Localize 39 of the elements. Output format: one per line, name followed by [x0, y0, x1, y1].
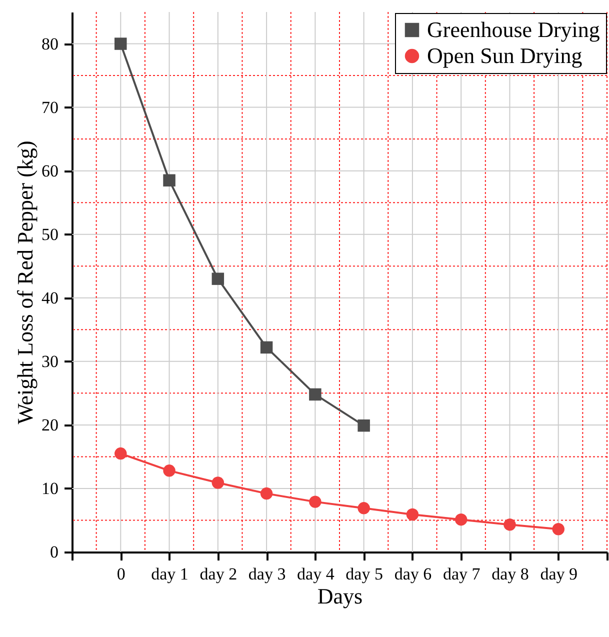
point — [163, 174, 176, 186]
point — [163, 464, 176, 477]
legend-label: Open Sun Drying — [427, 43, 582, 68]
y-tick-label: 20 — [42, 415, 58, 434]
y-tick-label: 80 — [42, 34, 58, 54]
x-tick-label: day 4 — [297, 564, 335, 584]
point — [309, 496, 322, 508]
point — [309, 388, 322, 401]
x-tick-label: day 8 — [492, 564, 529, 584]
legend-label: Greenhouse Drying — [427, 17, 600, 42]
y-tick-label: 50 — [42, 224, 58, 244]
point — [114, 38, 127, 50]
y-tick-label: 30 — [42, 352, 58, 371]
y-tick-label: 10 — [42, 478, 58, 498]
point — [358, 502, 370, 514]
x-tick-label: day 9 — [540, 564, 578, 584]
y-tick-label: 60 — [42, 161, 58, 180]
point — [212, 272, 224, 285]
y-axis-title: Weight Loss of Red Pepper (kg) — [12, 140, 38, 424]
x-tick-label: day 2 — [200, 564, 238, 584]
point — [114, 447, 127, 460]
x-axis-title: Days — [317, 584, 363, 608]
x-tick-label: day 1 — [151, 564, 188, 584]
point — [358, 419, 370, 432]
x-tick-label: 0 — [116, 564, 126, 584]
point — [260, 487, 273, 500]
x-tick-label: day 3 — [248, 564, 286, 584]
point — [212, 476, 224, 489]
point — [406, 508, 419, 521]
point — [504, 518, 516, 531]
point — [454, 513, 468, 526]
y-tick-label: 40 — [42, 288, 58, 308]
x-tick-label: day 5 — [346, 564, 383, 584]
x-tick-label: day 7 — [442, 564, 481, 584]
point — [260, 341, 273, 354]
point — [552, 523, 564, 536]
x-tick-label: day 6 — [394, 564, 432, 584]
y-tick-label: 70 — [42, 98, 58, 117]
y-tick-label: 0 — [50, 542, 58, 562]
